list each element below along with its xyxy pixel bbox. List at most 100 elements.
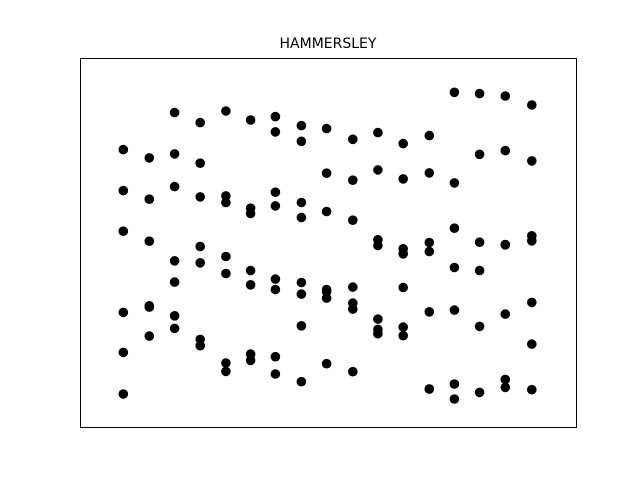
scatter-point (348, 282, 358, 292)
scatter-point (169, 311, 180, 321)
scatter-point (449, 394, 460, 404)
scatter-point (373, 324, 383, 335)
plot-area-frame (80, 58, 577, 428)
scatter-point (195, 117, 205, 128)
scatter-point (270, 127, 281, 137)
scatter-point (144, 194, 155, 204)
scatter-point (398, 282, 409, 293)
scatter-point (118, 185, 129, 196)
scatter-point (500, 382, 511, 393)
scatter-point (424, 130, 435, 141)
scatter-point (270, 284, 281, 295)
scatter-point (398, 138, 409, 149)
scatter-point (221, 358, 231, 368)
scatter-point (296, 376, 307, 387)
scatter-point (474, 88, 485, 99)
scatter-point (500, 91, 511, 101)
scatter-point (424, 168, 435, 178)
scatter-point (296, 277, 307, 288)
scatter-point (424, 307, 435, 317)
scatter-point (270, 274, 281, 284)
scatter-point (398, 244, 409, 254)
scatter-point (449, 379, 460, 389)
scatter-point (527, 156, 537, 166)
scatter-point (118, 226, 129, 236)
scatter-point (144, 153, 155, 163)
scatter-point (527, 297, 537, 308)
scatter-point (245, 355, 256, 366)
scatter-point (321, 123, 332, 134)
scatter-point (169, 107, 180, 118)
scatter-point (221, 366, 231, 377)
scatter-point (245, 115, 256, 125)
scatter-point (195, 192, 205, 202)
scatter-point (321, 284, 332, 295)
scatter-point (474, 265, 485, 276)
scatter-point (500, 240, 511, 250)
scatter-point (449, 223, 460, 233)
scatter-point (348, 366, 358, 377)
scatter-point (474, 321, 485, 332)
scatter-point (118, 347, 129, 358)
scatter-point (449, 87, 460, 98)
scatter-point (296, 120, 307, 131)
scatter-point (449, 262, 460, 273)
scatter-point (424, 246, 435, 257)
scatter-point (348, 298, 358, 308)
scatter-point (373, 314, 383, 324)
scatter-point (296, 136, 307, 147)
scatter-point (373, 235, 383, 245)
scatter-point (449, 178, 460, 188)
scatter-point (221, 268, 231, 279)
scatter-point (500, 374, 511, 385)
scatter-points-layer (118, 87, 537, 404)
scatter-point (296, 321, 307, 331)
scatter-point (296, 197, 307, 208)
scatter-point (449, 305, 460, 315)
scatter-point (221, 197, 231, 208)
scatter-point (118, 144, 129, 155)
scatter-point (169, 323, 180, 334)
scatter-point (245, 280, 256, 290)
scatter-point (195, 258, 205, 268)
scatter-point (270, 187, 281, 197)
scatter-point (527, 339, 537, 349)
scatter-point (296, 212, 307, 223)
scatter-point (321, 168, 332, 178)
scatter-point (527, 100, 537, 110)
scatter-point (373, 165, 383, 175)
scatter-point (500, 309, 511, 319)
scatter-point (373, 127, 383, 138)
scatter-point (348, 175, 358, 185)
scatter-point (169, 255, 180, 266)
scatter-point (270, 369, 281, 379)
scatter-point (169, 277, 180, 287)
scatter-point (245, 265, 256, 276)
scatter-point (144, 301, 155, 311)
scatter-point (398, 174, 409, 184)
scatter-point (144, 331, 155, 341)
scatter-point (245, 203, 256, 213)
scatter-point (270, 201, 281, 211)
scatter-point (424, 237, 435, 248)
scatter-point (195, 340, 205, 351)
scatter-point (398, 322, 409, 332)
scatter-point (169, 181, 180, 192)
scatter-point (195, 158, 205, 168)
scatter-point (474, 387, 485, 398)
scatter-point (144, 236, 155, 246)
scatter-point (118, 389, 129, 399)
scatter-point (118, 307, 129, 318)
chart-title: HAMMERSLEY (280, 36, 377, 52)
scatter-point (527, 384, 537, 395)
scatter-point (348, 134, 358, 145)
scatter-point (500, 145, 511, 156)
scatter-point (348, 215, 358, 225)
scatter-point (270, 111, 281, 122)
scatter-point (169, 149, 180, 159)
scatter-point (221, 106, 231, 116)
scatter-point (221, 251, 231, 262)
scatter-point (321, 358, 332, 369)
